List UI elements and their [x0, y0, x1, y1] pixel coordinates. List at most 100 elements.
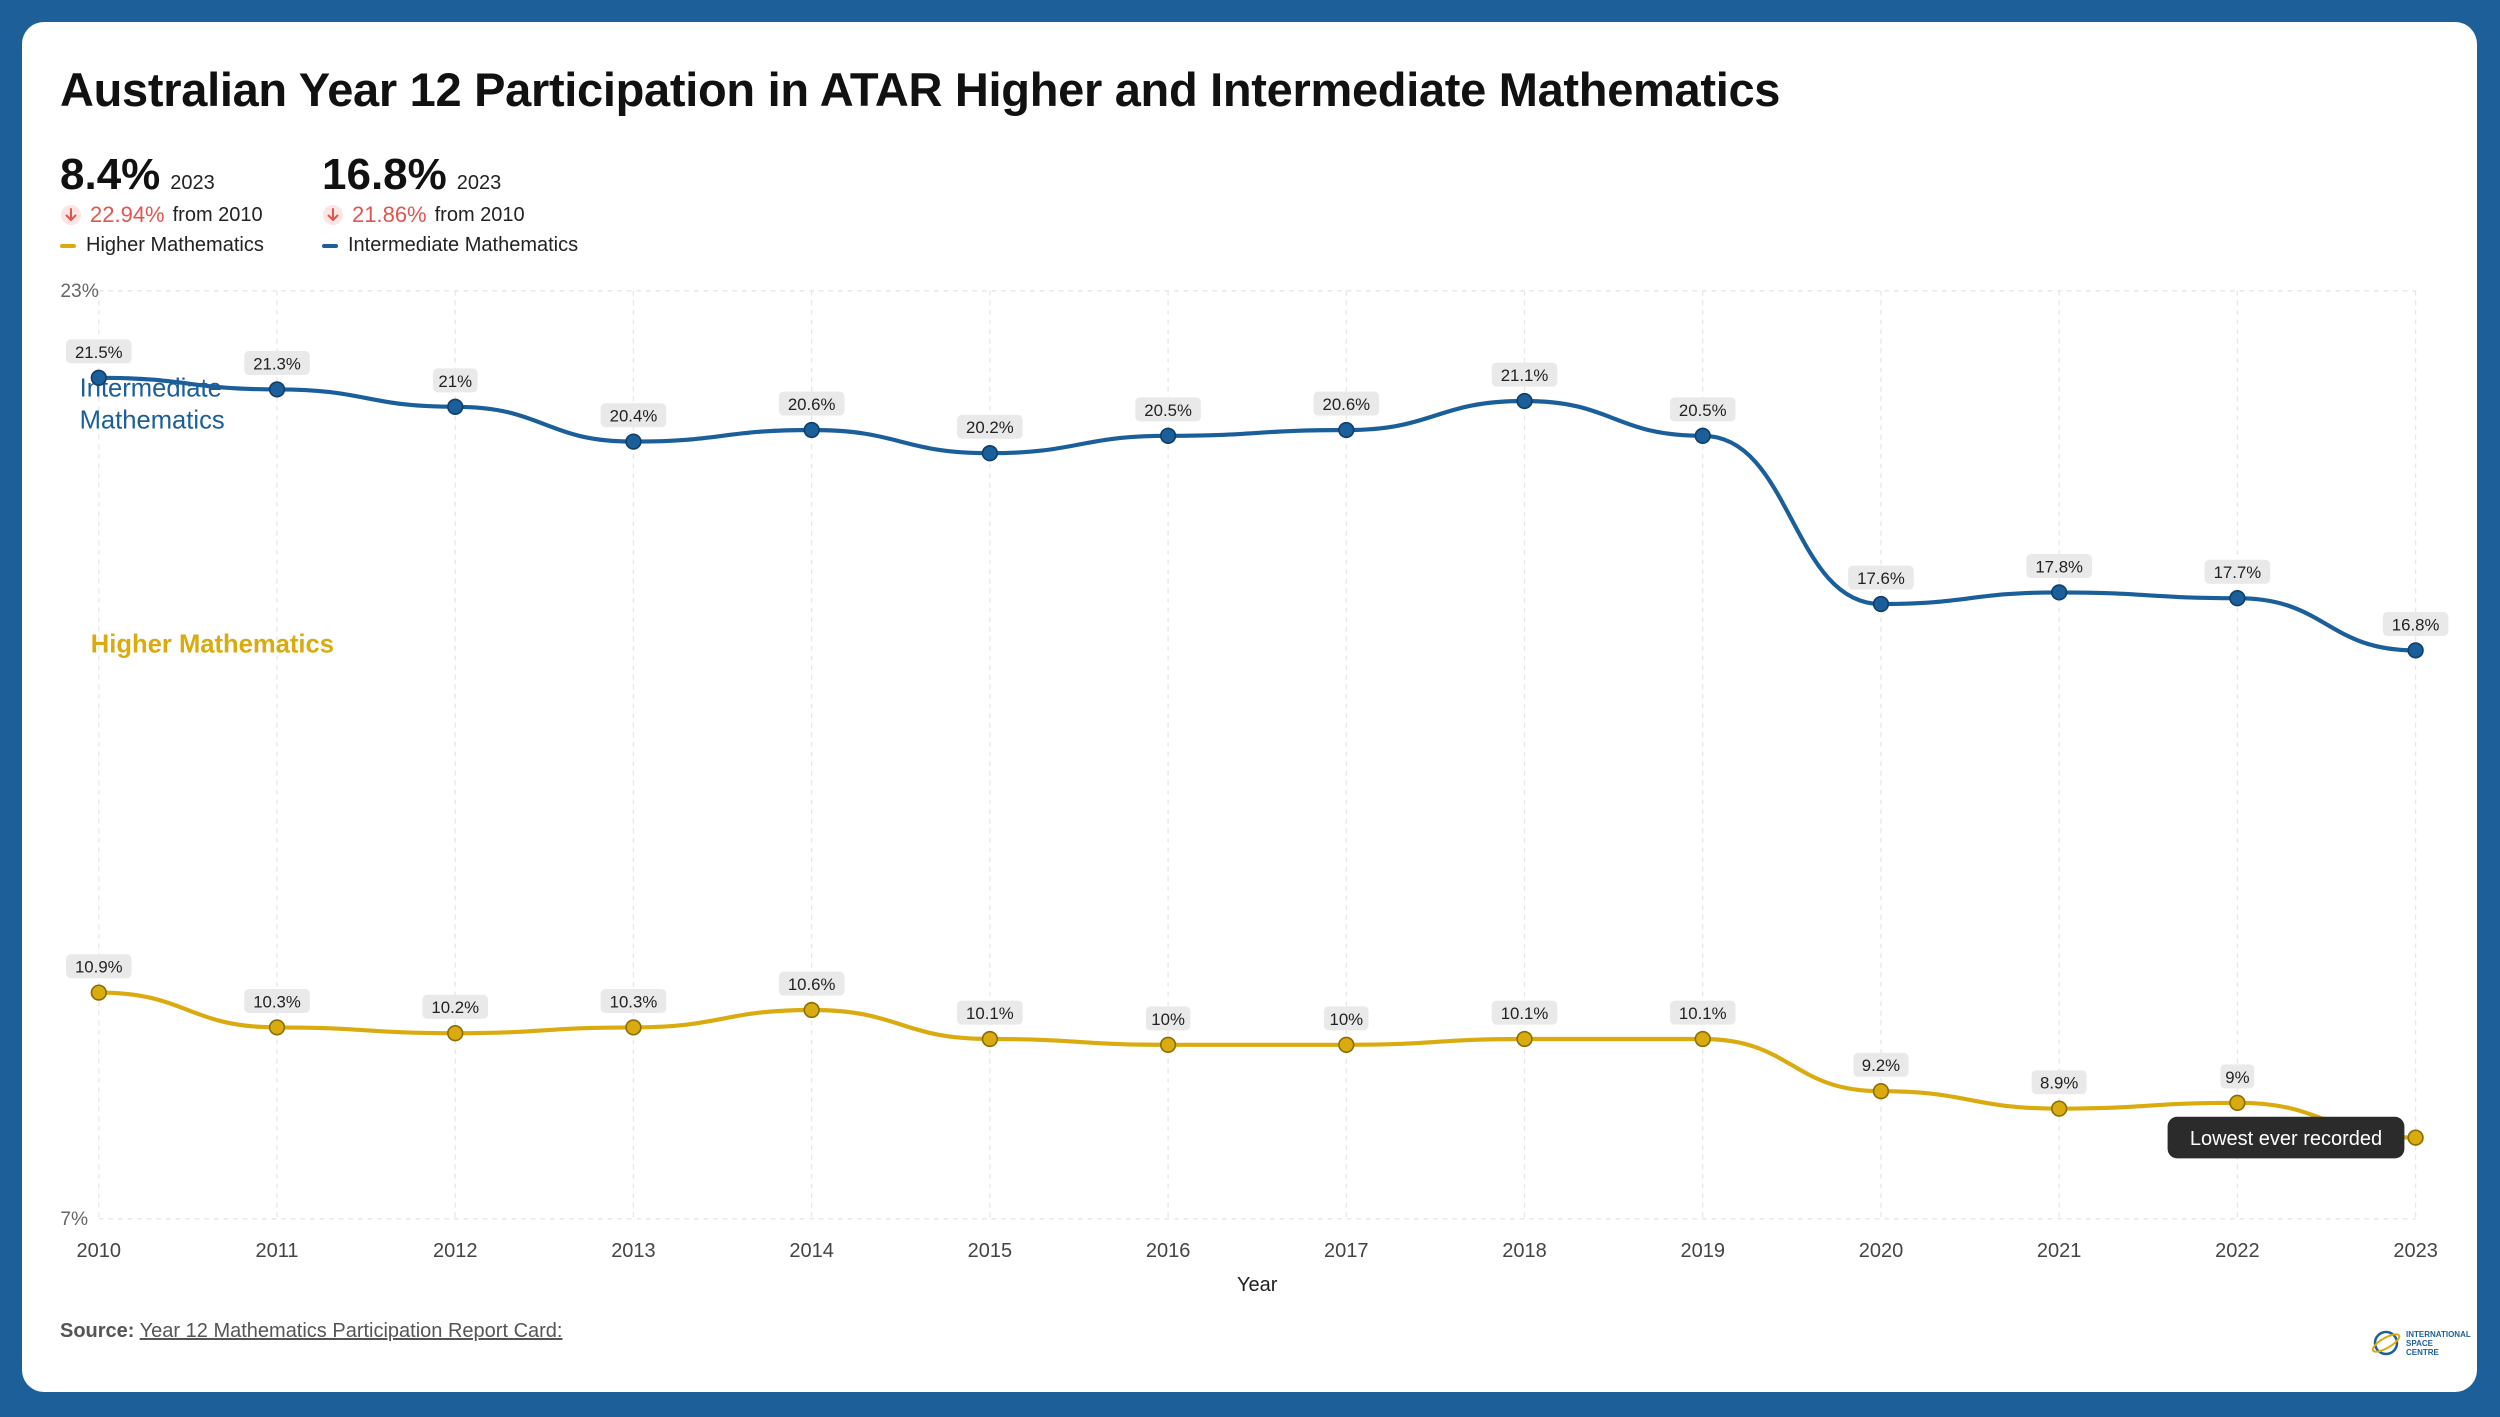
data-label-bg [66, 954, 132, 979]
data-label: 8.9% [2040, 1074, 2078, 1093]
annotation-tooltip [2167, 1116, 2405, 1159]
logo: INTERNATIONAL SPACE CENTRE [2370, 1327, 2471, 1359]
annotation-text: Lowest ever recorded [2190, 1128, 2382, 1150]
x-tick-label: 2015 [968, 1240, 1013, 1262]
x-tick-label: 2021 [2037, 1240, 2082, 1262]
stat-higher-change: 22.94% [90, 202, 165, 227]
data-label-bg [2204, 559, 2271, 584]
data-point [1516, 392, 1533, 410]
data-point [803, 421, 820, 439]
stat-higher-year: 2023 [170, 172, 215, 194]
data-label: 10.1% [1679, 1004, 1727, 1023]
data-point [625, 1019, 642, 1036]
data-label-bg [1491, 362, 1558, 387]
legend-swatch-higher [60, 243, 76, 248]
logo-line-2: SPACE CENTRE [2406, 1338, 2439, 1357]
series-label: Higher Mathematics [91, 630, 334, 658]
data-point [2229, 590, 2246, 607]
data-label: 21% [438, 372, 472, 391]
data-label: 20.6% [1322, 395, 1370, 414]
data-label: 9% [2225, 1068, 2249, 1087]
x-tick-label: 2016 [1146, 1240, 1191, 1262]
x-tick-label: 2010 [77, 1240, 122, 1262]
data-point [1872, 1083, 1890, 1100]
data-label-bg [1324, 1006, 1369, 1031]
data-point [1516, 1030, 1533, 1048]
data-point [447, 1025, 464, 1042]
source-label: Source: [60, 1320, 135, 1342]
data-label-bg [2026, 554, 2092, 578]
data-label: 21.3% [253, 354, 301, 373]
stat-higher-from: from 2010 [172, 203, 263, 226]
data-label: 10% [1151, 1010, 1185, 1029]
line-chart: 23% 7% 2010 2011 2012 2013 2014 2015 2016 2017 201… [60, 281, 2449, 1296]
series-line-higher-mathematics [96, 990, 2418, 1140]
series-line-intermediate-mathematics [96, 375, 2418, 653]
data-label: 10% [1329, 1010, 1363, 1029]
data-label-bg [1145, 1006, 1191, 1031]
data-label: 21.1% [1501, 366, 1549, 385]
data-point [1338, 1036, 1355, 1053]
legend-label-higher: Higher Mathematics [86, 234, 264, 256]
arrow-down-icon [323, 205, 343, 225]
stat-intermediate-change: 21.86% [352, 202, 427, 227]
x-tick-label: 2017 [1324, 1240, 1369, 1262]
data-label-bg [1669, 1000, 1736, 1025]
data-label: 20.5% [1679, 401, 1727, 420]
data-point [981, 1030, 999, 1048]
source-note: Source: Year 12 Mathematics Participatio… [60, 1320, 562, 1343]
data-label-bg [600, 403, 667, 428]
data-label-bg [1669, 397, 1736, 422]
data-point [2051, 584, 2068, 601]
data-label: 20.2% [966, 418, 1014, 437]
data-label: 10.3% [253, 992, 301, 1011]
data-label: 10.1% [966, 1004, 1014, 1023]
data-point [1872, 595, 1890, 613]
source-link[interactable]: Year 12 Mathematics Participation Report… [139, 1320, 563, 1342]
data-label-bg [957, 414, 1023, 439]
series-label: Mathematics [80, 406, 225, 434]
x-tick-label: 2022 [2215, 1240, 2260, 1262]
x-tick-label: 2011 [256, 1240, 299, 1262]
data-label-bg [422, 994, 489, 1019]
data-label: 20.4% [610, 407, 658, 426]
stat-higher-value: 8.4% [60, 150, 161, 199]
data-label: 20.5% [1144, 401, 1192, 420]
data-label: 10.3% [610, 992, 658, 1011]
data-label-bg [2220, 1064, 2255, 1089]
stat-intermediate-math: 16.8% 2023 21.86% from 2010 Intermediate… [322, 150, 578, 257]
data-label-bg [957, 1000, 1023, 1025]
stat-intermediate-value: 16.8% [322, 150, 447, 199]
logo-icon [2371, 1330, 2401, 1356]
legend-swatch-intermediate [322, 243, 338, 248]
data-point [2051, 1100, 2068, 1117]
data-label-bg [66, 339, 132, 364]
x-tick-label: 2013 [611, 1240, 656, 1262]
data-label-bg [600, 989, 667, 1013]
data-label-bg [1313, 391, 1380, 416]
data-label-bg [778, 391, 845, 416]
data-label: 21.5% [75, 343, 123, 362]
data-label-bg [244, 989, 310, 1013]
data-label-bg [1853, 1052, 1909, 1077]
data-label: 17.7% [2214, 563, 2262, 582]
data-label-bg [2031, 1070, 2087, 1095]
x-tick-label: 2018 [1502, 1240, 1547, 1262]
data-label-bg [432, 368, 478, 393]
x-tick-label: 2019 [1680, 1240, 1725, 1262]
y-tick-label: 23% [60, 281, 98, 302]
data-point [1694, 1030, 1711, 1048]
y-tick-label: 7% [60, 1209, 88, 1230]
data-point [1694, 427, 1711, 444]
stat-intermediate-year: 2023 [456, 172, 502, 194]
stat-intermediate-from: from 2010 [434, 203, 525, 226]
legend-label-intermediate: Intermediate Mathematics [348, 234, 579, 256]
data-point [625, 433, 642, 450]
chart-title: Australian Year 12 Participation in ATAR… [60, 63, 1781, 116]
data-point [981, 445, 999, 462]
data-point [1159, 1036, 1177, 1053]
data-label-bg [2382, 612, 2449, 636]
stat-higher-math: 8.4% 2023 22.94% from 2010 Higher Mathem… [60, 150, 264, 257]
x-tick-label: 2014 [789, 1240, 834, 1262]
data-label: 16.8% [2392, 615, 2440, 634]
